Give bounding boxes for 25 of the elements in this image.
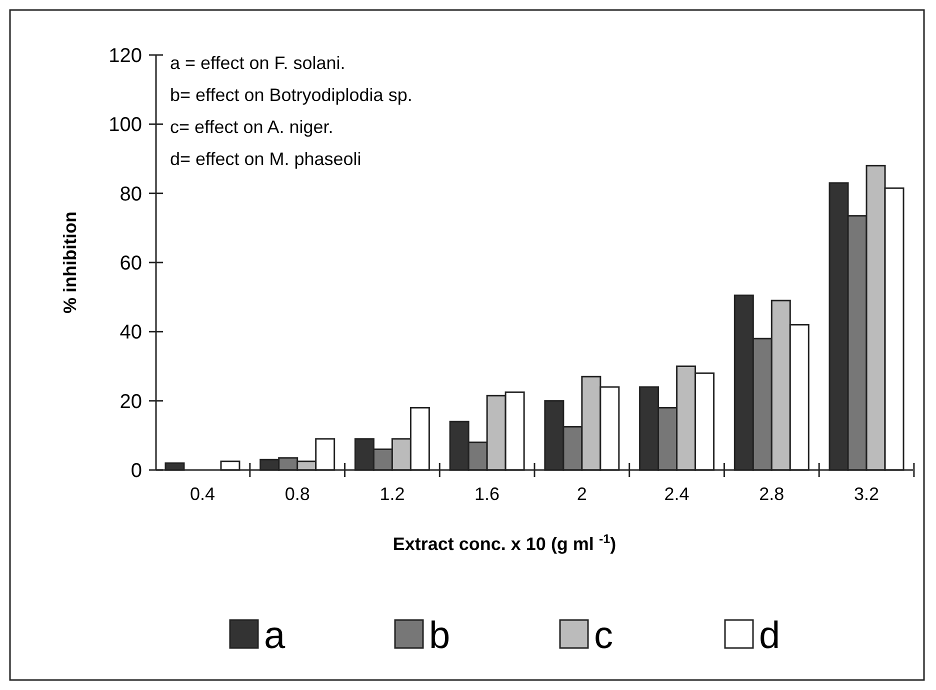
x-tick-label: 2.8 (759, 484, 784, 504)
annotation: b= effect on Botryodiplodia sp. (170, 85, 412, 105)
x-tick-label: 1.2 (380, 484, 405, 504)
y-tick-label: 40 (120, 322, 142, 344)
y-tick-label: 120 (108, 45, 142, 67)
y-tick-label: 0 (130, 460, 142, 482)
x-tick-label: 3.2 (854, 484, 880, 504)
legend-label: c (594, 615, 613, 657)
legend-label: d (759, 615, 780, 657)
legend-label: a (264, 615, 286, 657)
y-tick-label: 20 (120, 390, 142, 413)
x-tick-label: 0.4 (190, 484, 215, 504)
annotation: d= effect on M. phaseoli (170, 149, 362, 169)
y-tick-label: 80 (120, 183, 142, 206)
y-axis-title: % inhibition (60, 212, 80, 314)
x-tick-label: 2.4 (664, 484, 690, 504)
x-tick-label: 0.8 (284, 484, 310, 504)
annotation: c= effect on A. niger. (170, 117, 334, 137)
annotation: a = effect on F. solani. (170, 53, 346, 73)
x-axis-title: Extract conc. x 10 (g ml $^{-1}$) (392, 532, 616, 554)
y-tick-label: 60 (120, 252, 142, 274)
x-tick-label: 1.6 (474, 484, 500, 504)
y-tick-label: 100 (108, 114, 142, 136)
legend-label: b (429, 615, 450, 657)
x-tick-label: 2 (576, 484, 587, 504)
